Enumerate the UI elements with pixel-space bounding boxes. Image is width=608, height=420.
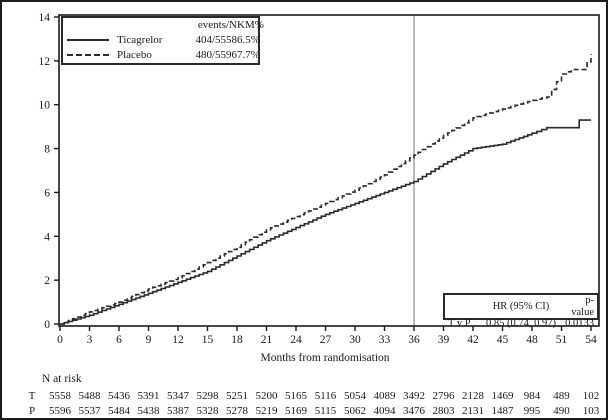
legend-header-row: events/N KM% xyxy=(63,18,264,33)
legend-row-ticagrelor: Ticagrelor 404/5558 6.5% xyxy=(63,33,260,48)
plot-border xyxy=(58,14,600,327)
x-tick-label: 12 xyxy=(172,334,184,346)
risk-count: 5347 xyxy=(167,390,189,402)
risk-count: 5298 xyxy=(196,390,219,402)
stats-header-hr: HR (95% CI) xyxy=(492,300,550,312)
risk-count: 2131 xyxy=(462,405,484,417)
x-axis-title: Months from randomisation xyxy=(260,352,390,364)
risk-table-title: N at risk xyxy=(42,373,82,385)
y-tick-label: 6 xyxy=(44,187,50,199)
stats-header-row: HR (95% CI) p-value xyxy=(448,295,594,318)
legend-header-events: events/N xyxy=(197,19,237,31)
y-tick-label: 14 xyxy=(39,12,51,24)
x-tick-label: 48 xyxy=(526,334,538,346)
risk-row-label-P: P xyxy=(28,405,36,417)
risk-count: 489 xyxy=(553,390,570,402)
stats-hr-value: 0.85 (0.74, 0.97) xyxy=(486,318,556,329)
risk-count: 5537 xyxy=(78,405,101,417)
x-tick-label: 39 xyxy=(438,334,450,346)
stats-row-label: T v P xyxy=(448,318,471,329)
x-tick-label: 42 xyxy=(467,334,479,346)
curve-placebo xyxy=(60,54,592,325)
y-tick-label: 10 xyxy=(39,100,51,112)
risk-count: 102 xyxy=(582,390,600,402)
risk-count: 5387 xyxy=(167,405,189,417)
risk-count: 995 xyxy=(523,405,541,417)
risk-count: 3492 xyxy=(403,390,425,402)
risk-count: 5219 xyxy=(255,405,278,417)
legend-name-placebo: Placebo xyxy=(117,49,152,61)
x-tick-label: 18 xyxy=(231,334,243,346)
curve-ticagrelor xyxy=(60,119,591,325)
risk-count: 2128 xyxy=(462,390,484,402)
risk-count: 5391 xyxy=(137,390,160,402)
risk-count: 5488 xyxy=(78,390,101,402)
legend-row-placebo: Placebo 480/5596 7.7% xyxy=(63,48,260,63)
y-tick-label: 0 xyxy=(44,319,50,331)
stats-p-value: 0.0133 xyxy=(565,318,594,329)
y-tick-label: 2 xyxy=(44,275,50,287)
placebo-line-swatch-icon xyxy=(67,48,117,63)
y-tick-label: 4 xyxy=(44,231,50,243)
risk-count: 3476 xyxy=(403,405,425,417)
legend-events-placebo: 480/5596 xyxy=(195,49,237,61)
risk-count: 103 xyxy=(582,405,600,417)
x-tick-label: 6 xyxy=(116,334,122,346)
x-tick-label: 45 xyxy=(497,334,509,346)
risk-count: 5328 xyxy=(196,405,219,417)
x-tick-label: 0 xyxy=(57,334,63,346)
legend-events-ticagrelor: 404/5558 xyxy=(195,34,237,46)
x-tick-label: 21 xyxy=(261,334,273,346)
risk-count: 1469 xyxy=(491,390,514,402)
legend-name-ticagrelor: Ticagrelor xyxy=(117,34,163,46)
legend-km-ticagrelor: 6.5% xyxy=(237,34,260,46)
x-tick-label: 54 xyxy=(585,334,597,346)
risk-count: 5116 xyxy=(314,390,337,402)
x-tick-label: 15 xyxy=(202,334,214,346)
ticagrelor-line-swatch-icon xyxy=(67,33,117,48)
legend-km-placebo: 7.7% xyxy=(237,49,260,61)
risk-count: 5484 xyxy=(108,405,130,417)
risk-count: 5165 xyxy=(285,390,307,402)
risk-count: 5436 xyxy=(108,390,130,402)
risk-count: 490 xyxy=(553,405,570,417)
risk-count: 5596 xyxy=(49,405,71,417)
risk-count: 5251 xyxy=(226,390,248,402)
risk-count: 2796 xyxy=(432,390,455,402)
x-tick-label: 3 xyxy=(87,334,93,346)
risk-count: 5200 xyxy=(255,390,278,402)
x-tick-label: 33 xyxy=(379,334,391,346)
stats-value-row: T v P 0.85 (0.74, 0.97) 0.0133 xyxy=(448,318,594,330)
risk-count: 5054 xyxy=(344,390,366,402)
risk-count: 5169 xyxy=(285,405,307,417)
hr-stats-box: HR (95% CI) p-value T v P 0.85 (0.74, 0.… xyxy=(443,293,599,329)
x-tick-label: 36 xyxy=(408,334,420,346)
risk-count: 5558 xyxy=(49,390,71,402)
risk-count: 984 xyxy=(523,390,541,402)
risk-count: 4089 xyxy=(373,390,396,402)
x-tick-label: 27 xyxy=(320,334,332,346)
risk-count: 2803 xyxy=(432,405,455,417)
risk-row-label-T: T xyxy=(28,390,36,402)
x-tick-label: 24 xyxy=(290,334,302,346)
risk-count: 5438 xyxy=(137,405,160,417)
legend-box: events/N KM% Ticagrelor 404/5558 6.5% Pl… xyxy=(61,16,264,65)
y-tick-label: 8 xyxy=(44,144,50,156)
x-tick-label: 30 xyxy=(349,334,361,346)
stats-header-pvalue: p-value xyxy=(571,295,594,318)
risk-count: 4094 xyxy=(373,405,396,417)
risk-count: 5278 xyxy=(226,405,248,417)
risk-count: 5115 xyxy=(314,405,337,417)
y-tick-label: 12 xyxy=(39,56,51,68)
legend-header-km: KM% xyxy=(237,19,264,31)
x-tick-label: 9 xyxy=(146,334,152,346)
x-tick-label: 51 xyxy=(556,334,568,346)
risk-count: 1487 xyxy=(491,405,514,417)
risk-count: 5062 xyxy=(344,405,366,417)
